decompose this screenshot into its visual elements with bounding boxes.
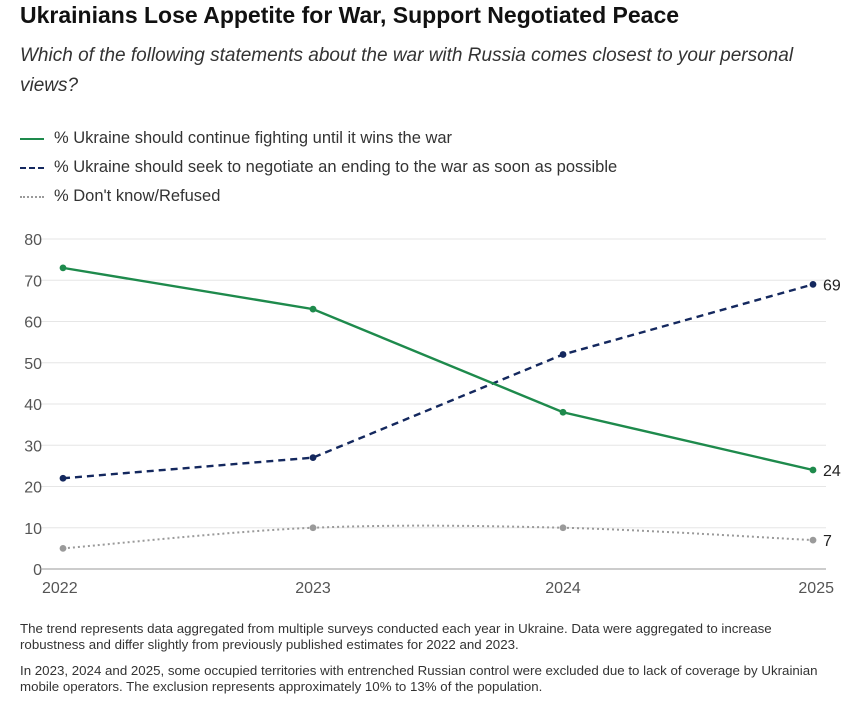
data-point-fighting — [559, 408, 567, 416]
legend-swatch-negotiate — [20, 166, 44, 169]
footnotes: The trend represents data aggregated fro… — [20, 621, 840, 705]
x-tick-label: 2022 — [42, 580, 78, 597]
data-point-negotiate — [809, 280, 817, 288]
data-point-dontknow — [309, 524, 317, 532]
legend-item-negotiate: % Ukraine should seek to negotiate an en… — [20, 153, 617, 182]
chart-title: Ukrainians Lose Appetite for War, Suppor… — [20, 2, 680, 28]
legend-item-dontknow: % Don't know/Refused — [20, 182, 617, 211]
legend-label-dontknow: % Don't know/Refused — [54, 187, 221, 205]
data-point-dontknow — [59, 544, 67, 552]
x-tick-label: 2024 — [545, 580, 581, 597]
legend: % Ukraine should continue fighting until… — [20, 124, 617, 211]
data-point-fighting — [809, 466, 817, 474]
data-point-dontknow — [809, 536, 817, 544]
y-tick-label: 10 — [24, 521, 42, 538]
legend-swatch-fighting — [20, 137, 44, 140]
y-tick-label: 20 — [24, 480, 42, 497]
y-tick-label: 30 — [24, 438, 42, 455]
data-point-negotiate — [559, 351, 567, 358]
y-tick-label: 40 — [24, 397, 42, 414]
series-line-fighting — [62, 266, 814, 472]
y-tick-label: 70 — [24, 273, 42, 290]
y-tick-label: 0 — [33, 562, 42, 579]
data-point-fighting — [309, 305, 317, 313]
footnote-exclusion: In 2023, 2024 and 2025, some occupied te… — [20, 663, 818, 694]
legend-swatch-dontknow — [20, 195, 44, 198]
line-chart: 0 10 20 30 40 50 60 70 80 2022 2023 2024 2025 7 69 24 — [24, 232, 841, 597]
data-point-dontknow — [559, 524, 567, 532]
x-tick-label: 2023 — [295, 580, 331, 597]
y-tick-label: 80 — [24, 232, 42, 249]
y-tick-label: 60 — [24, 315, 42, 332]
data-point-negotiate — [59, 474, 67, 482]
data-point-fighting — [59, 264, 67, 272]
legend-label-fighting: % Ukraine should continue fighting until… — [54, 129, 453, 147]
legend-item-fighting: % Ukraine should continue fighting until… — [20, 124, 617, 153]
end-label-fighting: 24 — [823, 463, 841, 480]
y-tick-label: 50 — [24, 356, 42, 373]
end-label-dontknow: 7 — [823, 533, 832, 550]
x-tick-label: 2025 — [798, 580, 834, 597]
end-label-negotiate: 69 — [823, 277, 841, 294]
footnote-aggregation: The trend represents data aggregated fro… — [20, 621, 772, 652]
legend-label-negotiate: % Ukraine should seek to negotiate an en… — [54, 158, 618, 176]
series-line-dontknow — [62, 524, 814, 550]
series-line-negotiate — [62, 283, 814, 480]
chart-subtitle: Which of the following statements about … — [20, 45, 794, 96]
data-point-negotiate — [309, 454, 317, 462]
